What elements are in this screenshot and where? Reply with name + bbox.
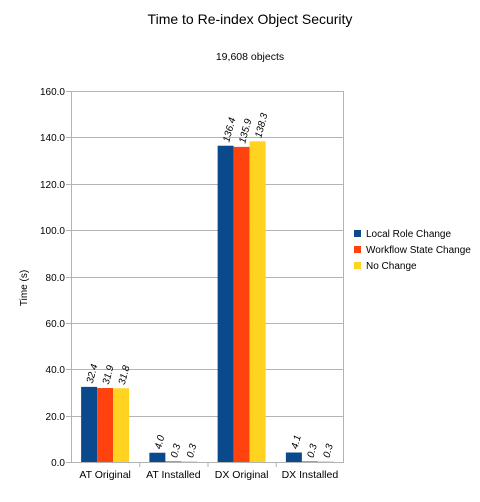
bar <box>285 452 302 462</box>
chart-title: Time to Re-index Object Security <box>148 11 353 27</box>
y-tick-label: 80.0 <box>46 273 66 284</box>
data-label: 4.0 <box>153 434 167 451</box>
bar <box>181 461 198 462</box>
x-axis-categories: AT Original AT Installed DX Original DX Ins… <box>79 469 338 481</box>
y-tick-label: 60.0 <box>46 319 66 330</box>
x-category-label: DX Installed <box>282 469 339 481</box>
legend-swatch <box>354 230 361 237</box>
bar <box>165 461 182 462</box>
data-label: 138.3 <box>253 112 270 139</box>
y-tick-label: 0.0 <box>51 458 65 469</box>
bar <box>113 388 130 462</box>
bar <box>81 386 98 462</box>
axes <box>71 91 344 467</box>
data-label: 135.9 <box>237 117 254 144</box>
bar <box>97 388 114 462</box>
data-label: 0.3 <box>306 442 320 459</box>
legend-label: No Change <box>366 261 417 272</box>
chart-subtitle: 19,608 objects <box>216 51 284 63</box>
data-label: 0.3 <box>185 442 199 459</box>
x-category-label: AT Original <box>79 469 131 481</box>
bar <box>217 145 234 462</box>
data-label: 31.9 <box>101 364 117 386</box>
data-label: 4.1 <box>290 434 304 450</box>
y-tick-label: 100.0 <box>40 226 65 237</box>
bar <box>249 141 266 462</box>
y-tick-label: 40.0 <box>46 365 66 376</box>
legend-swatch <box>354 262 361 269</box>
y-tick-label: 20.0 <box>46 412 66 423</box>
gridlines <box>71 91 344 417</box>
data-label: 31.8 <box>117 364 133 386</box>
legend-swatch <box>354 246 361 253</box>
y-axis-ticks: 0.0 20.0 40.0 60.0 80.0 100.0 120.0 140.0 160.0 <box>40 87 71 469</box>
bar <box>301 461 318 462</box>
data-label: 136.4 <box>221 116 238 143</box>
x-category-label: DX Original <box>215 469 269 481</box>
bar <box>233 146 250 462</box>
x-category-label: AT Installed <box>146 469 201 481</box>
bar <box>317 461 334 462</box>
y-tick-label: 120.0 <box>40 180 65 191</box>
bars <box>81 141 334 462</box>
y-tick-label: 140.0 <box>40 133 65 144</box>
y-axis-label: Time (s) <box>19 270 30 306</box>
bar <box>149 452 166 462</box>
y-tick-label: 160.0 <box>40 87 65 98</box>
legend-label: Local Role Change <box>366 229 451 240</box>
legend: Local Role Change Workflow State Change No… <box>354 229 471 272</box>
legend-label: Workflow State Change <box>366 245 471 256</box>
data-label: 32.4 <box>85 363 101 385</box>
data-label: 0.3 <box>169 442 183 459</box>
data-label: 0.3 <box>322 442 336 459</box>
